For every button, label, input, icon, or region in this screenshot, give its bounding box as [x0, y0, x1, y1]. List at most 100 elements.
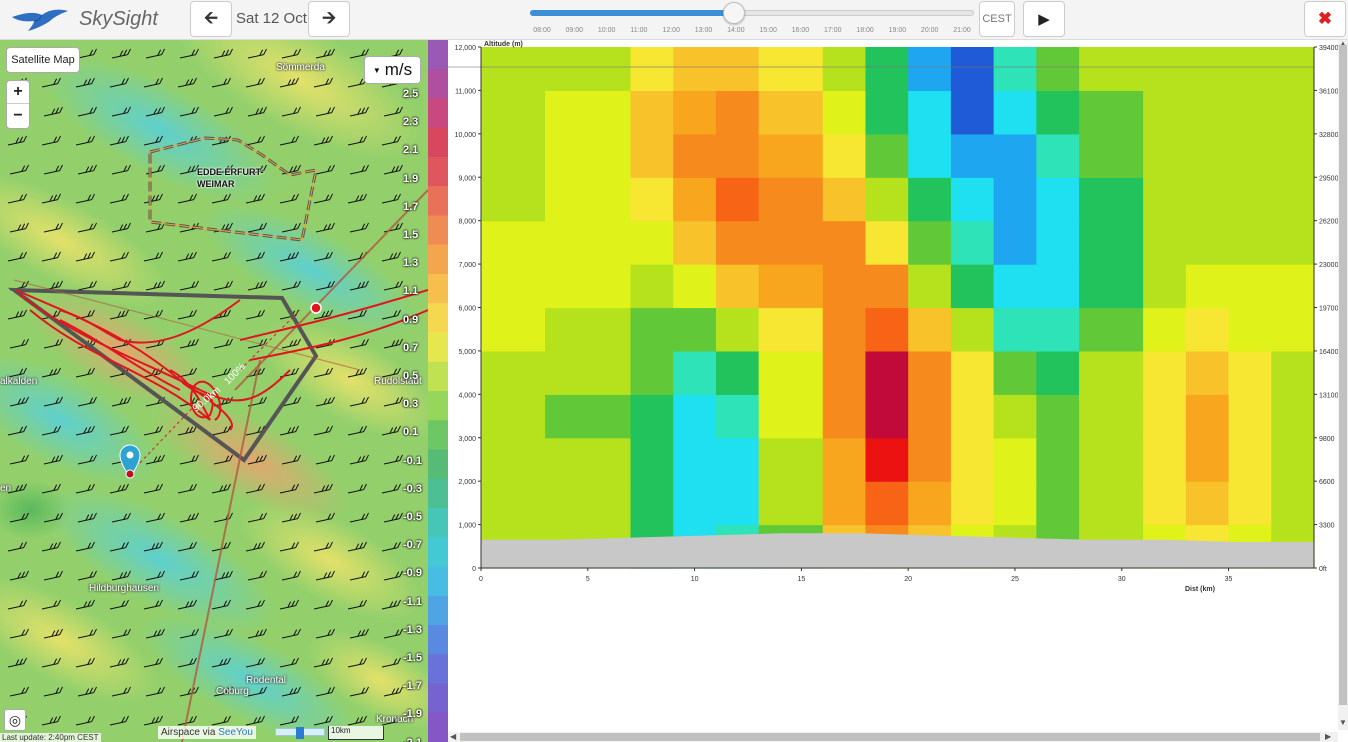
wind-barb	[383, 686, 403, 697]
start-marker	[125, 469, 135, 479]
wind-barb	[315, 48, 335, 59]
wind-barb	[109, 135, 129, 146]
satellite-map-button[interactable]: Satellite Map	[6, 47, 80, 73]
wind-barb	[381, 193, 401, 204]
wind-barb	[177, 483, 197, 494]
heatmap-cell	[1079, 47, 1144, 92]
timezone-button[interactable]: CEST	[979, 1, 1015, 37]
airspace-label-weimar: WEIMAR	[197, 179, 235, 189]
legend-label: 0.3	[403, 398, 419, 411]
seeyou-link[interactable]: SeeYou	[218, 727, 253, 738]
wind-barb	[75, 367, 95, 378]
wind-barb	[349, 280, 369, 291]
opacity-slider[interactable]	[275, 727, 325, 739]
wind-barb	[145, 628, 165, 639]
wind-barb	[313, 309, 333, 320]
wind-barb	[211, 251, 231, 262]
wind-barb	[9, 396, 29, 407]
wind-barb	[111, 686, 131, 697]
place-partial-en: en	[0, 483, 12, 494]
cross-section-panel: 0 0ft 1,000 3300 2,000 6600 3,000 9800 4,000 1310…	[448, 40, 1348, 742]
slider-tick-label: 08:00	[533, 27, 551, 34]
wind-barb	[349, 222, 369, 233]
heatmap-cell	[1228, 437, 1272, 482]
heatmap-cell	[630, 220, 674, 265]
y-tick-label: 11,000	[455, 88, 476, 95]
legend-swatch	[428, 508, 448, 538]
y2-tick-label: 9800	[1319, 436, 1335, 443]
next-day-button[interactable]: 🡪	[308, 1, 350, 37]
heatmap-cell	[822, 481, 867, 526]
horizontal-scroll-thumb[interactable]	[460, 733, 1320, 741]
vertical-scrollbar[interactable]: ▲ ▼	[1338, 39, 1348, 730]
wind-barb	[211, 541, 231, 552]
wind-barb	[279, 251, 299, 262]
opacity-slider-handle[interactable]	[296, 727, 304, 739]
scroll-right-icon[interactable]: ▶	[1325, 732, 1332, 741]
heatmap-cell	[1185, 437, 1230, 482]
legend-swatch	[428, 712, 448, 742]
vertical-scroll-thumb[interactable]	[1339, 45, 1347, 705]
wind-barb	[111, 280, 131, 291]
heatmap-cell	[865, 177, 909, 222]
wind-barb	[75, 599, 95, 610]
wind-barb	[143, 193, 163, 204]
wind-barb	[77, 48, 97, 59]
locate-button[interactable]: ◎	[4, 709, 26, 731]
wind-barb	[211, 367, 231, 378]
heatmap-cell	[950, 394, 995, 439]
heatmap-cell	[1271, 307, 1315, 352]
heatmap-cell	[908, 220, 952, 265]
heatmap-cell	[715, 90, 760, 135]
zoom-out-button[interactable]: −	[13, 106, 23, 124]
wind-barb	[143, 425, 163, 436]
map-panel[interactable]: 100% 90.0km Sömmerda EDDE ERFURT- WEIMAR…	[0, 40, 448, 742]
heatmap-cell	[630, 90, 674, 135]
legend-swatch	[428, 449, 448, 480]
cross-section-chart[interactable]: 0 0ft 1,000 3300 2,000 6600 3,000 9800 4,000 1310…	[448, 40, 1338, 732]
scroll-left-icon[interactable]: ◀	[450, 732, 457, 741]
heatmap-cells	[481, 47, 1315, 569]
scroll-down-icon[interactable]: ▼	[1339, 718, 1347, 727]
horizontal-scrollbar[interactable]: ◀ ▶	[448, 732, 1338, 742]
last-update-text: Last update: 2:40pm CEST	[0, 733, 101, 742]
wind-barb	[211, 425, 231, 436]
map-canvas[interactable]: 100% 90.0km	[0, 40, 428, 742]
wind-barb	[213, 686, 233, 697]
close-icon: ✖	[1317, 9, 1333, 28]
unit-select[interactable]: ▼ m/s	[364, 56, 421, 84]
wind-barb	[245, 599, 265, 610]
wind-barb	[9, 628, 29, 639]
previous-day-button[interactable]: 🡨	[190, 1, 232, 37]
wind-barb	[77, 512, 97, 523]
wind-barb	[143, 251, 163, 262]
heatmap-cell	[993, 437, 1037, 482]
wind-barb	[383, 396, 403, 407]
heatmap-cell	[908, 437, 952, 482]
heatmap-cell	[1143, 90, 1187, 135]
wind-barb	[383, 106, 403, 117]
zoom-in-button[interactable]: +	[7, 81, 29, 104]
heatmap-cell	[1271, 177, 1315, 222]
time-slider[interactable]: 08:00 09:00 10:00 11:00 12:00 13:00 14:00 15:00…	[528, 2, 976, 36]
wind-barb	[9, 164, 29, 175]
heatmap-cell	[908, 47, 952, 92]
slider-handle[interactable]	[723, 2, 746, 24]
scroll-up-icon[interactable]: ▲	[1339, 39, 1347, 48]
play-button[interactable]: ▶	[1023, 1, 1065, 37]
heatmap-cell	[545, 90, 632, 135]
heatmap-cell	[1036, 264, 1080, 309]
wind-barb	[383, 222, 403, 233]
wind-barb	[109, 657, 129, 668]
wind-barb	[177, 77, 197, 88]
legend-label: -1.3	[403, 623, 422, 636]
legend-label: -0.3	[403, 482, 422, 495]
legend-label: 1.3	[403, 257, 419, 270]
close-button[interactable]: ✖	[1304, 1, 1346, 37]
heatmap-cell	[1228, 47, 1272, 92]
wind-barb	[111, 512, 131, 523]
legend-label: -1.7	[403, 680, 422, 693]
heatmap-cell	[1185, 220, 1230, 265]
y-tick-label: 4,000	[458, 392, 476, 399]
heatmap-cell	[993, 264, 1037, 309]
